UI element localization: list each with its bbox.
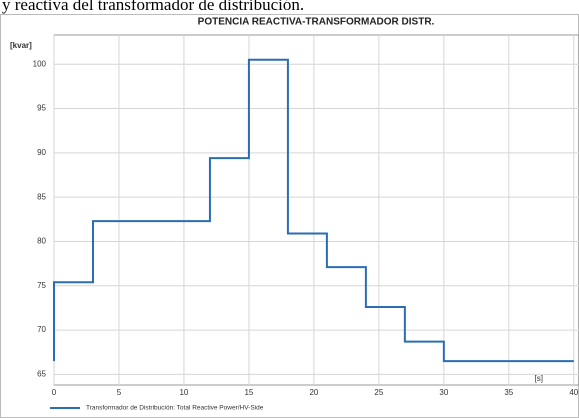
y-tick-label: 65 [37, 369, 46, 378]
legend-label: Transformador de Distribución: Total Rea… [86, 405, 264, 412]
x-tick-label: 15 [244, 388, 253, 397]
y-tick-label: 75 [37, 281, 46, 290]
y-tick-label: 80 [37, 237, 46, 246]
caption: y reactiva del transformador de distribu… [2, 0, 304, 14]
chart-title: POTENCIA REACTIVA-TRANSFORMADOR DISTR. [198, 17, 435, 28]
y-axis-label: [kvar] [10, 41, 32, 50]
x-tick-label: 30 [439, 388, 448, 397]
x-tick-label: 5 [117, 388, 122, 397]
x-tick-label: 35 [504, 388, 513, 397]
y-tick-label: 70 [37, 325, 46, 334]
x-tick-label: 10 [179, 388, 188, 397]
x-tick-label: 0 [52, 388, 57, 397]
y-tick-label: 90 [37, 148, 46, 157]
x-axis-label: [s] [534, 374, 542, 383]
frame [0, 14, 579, 418]
y-tick-label: 100 [33, 59, 47, 68]
x-tick-label: 25 [374, 388, 383, 397]
y-tick-label: 85 [37, 192, 46, 201]
data-line [53, 58, 574, 363]
x-tick-label: 20 [309, 388, 318, 397]
y-tick-label: 95 [37, 104, 46, 113]
x-tick-label: 40 [569, 388, 578, 397]
